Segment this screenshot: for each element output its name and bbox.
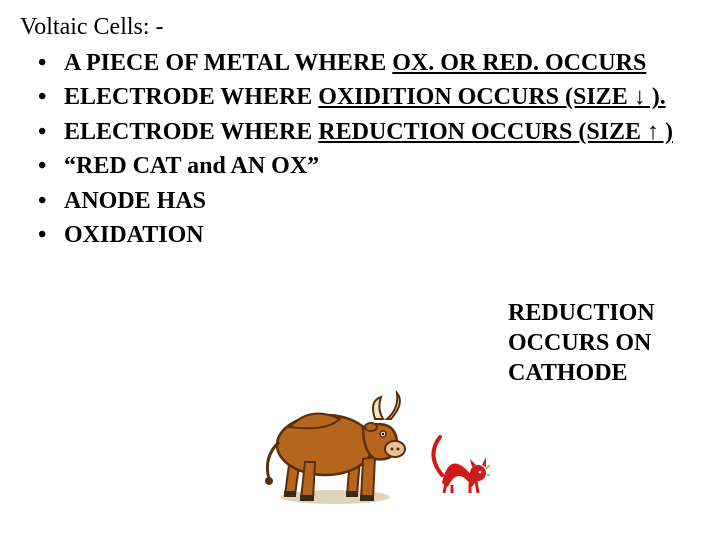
bullet-item-4: “RED CAT and AN OX” [38,150,700,182]
ox-illustration-icon [255,387,415,512]
bullet-item-2: ELECTRODE WHERE OXIDITION OCCURS (SIZE ↓… [38,81,700,113]
red-cat-illustration-icon [430,425,490,500]
bullet-1-underlined: OX. OR RED. OCCURS [392,50,646,76]
bullet-2-underlined: OXIDITION OCCURS (SIZE ↓ ). [318,84,665,110]
bullet-1-prefix: A PIECE OF METAL WHERE [64,50,392,76]
bullet-item-5: ANODE HAS [38,185,700,217]
side-note-mnemonic: REDUCTION OCCURS ON CATHODE [508,298,688,388]
bullet-item-1: A PIECE OF METAL WHERE OX. OR RED. OCCUR… [38,47,700,79]
bullet-list: A PIECE OF METAL WHERE OX. OR RED. OCCUR… [20,47,700,251]
bullet-3-prefix: ELECTRODE WHERE [64,119,318,145]
side-note-line3: CATHODE [508,358,688,388]
side-note-line2: OCCURS ON [508,328,688,358]
bullet-item-3: ELECTRODE WHERE REDUCTION OCCURS (SIZE ↑… [38,116,700,148]
bullet-3-underlined: REDUCTION OCCURS (SIZE ↑ ) [318,119,673,145]
slide-title: Voltaic Cells: - [20,14,700,41]
bullet-item-6: OXIDATION [38,219,700,251]
bullet-2-prefix: ELECTRODE WHERE [64,84,318,110]
side-note-line1: REDUCTION [508,298,688,328]
